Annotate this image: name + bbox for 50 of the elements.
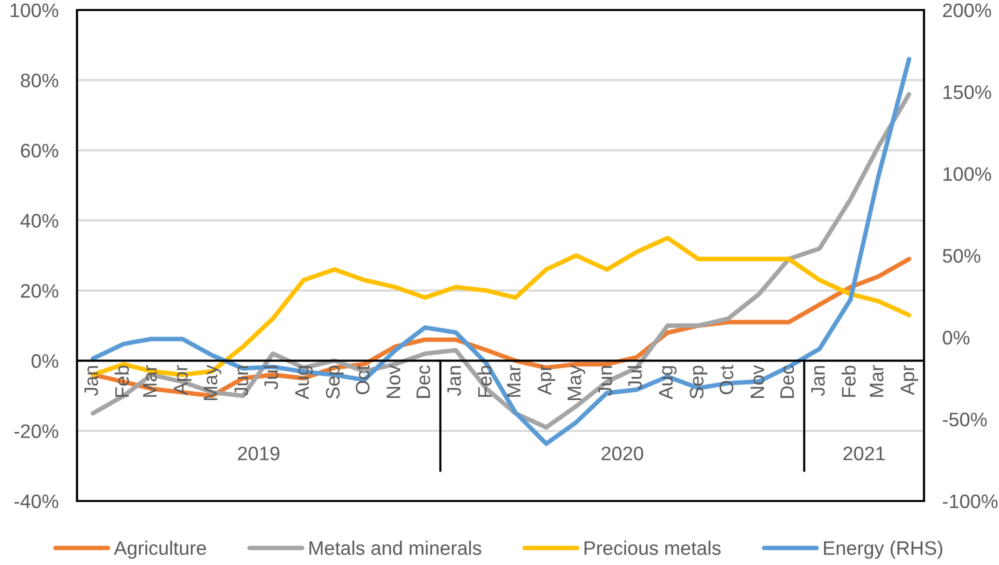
x-tick-label: Jan bbox=[447, 366, 461, 396]
legend-label: Agriculture bbox=[114, 540, 206, 559]
x-tick-label: Apr bbox=[174, 365, 192, 396]
y2-tick-label: 200% bbox=[943, 3, 992, 18]
x-tick-label: Feb bbox=[114, 366, 129, 397]
y-tick-label: -20% bbox=[14, 424, 58, 438]
x-tick-label: Jan bbox=[811, 366, 825, 396]
x-tick-label: Jan bbox=[84, 366, 98, 396]
y-tick-label: 60% bbox=[21, 144, 58, 158]
x-tick-label: Dec bbox=[416, 365, 430, 398]
x-tick-label: Jun bbox=[598, 366, 612, 396]
x-tick-label: Jul bbox=[628, 366, 642, 390]
x-tick-label: Nov bbox=[386, 364, 400, 398]
y-tick-label: 100% bbox=[10, 3, 58, 18]
x-tick-label: Jun bbox=[234, 366, 248, 396]
annotation: 2020 bbox=[602, 446, 644, 460]
y-tick-label: 20% bbox=[21, 284, 58, 298]
x-tick-label: Sep bbox=[326, 366, 344, 399]
annotation: 2021 bbox=[843, 446, 885, 460]
x-tick-label: Nov bbox=[750, 364, 764, 398]
legend-label: Precious metals bbox=[584, 540, 721, 555]
x-tick-label: Jul bbox=[264, 366, 278, 390]
y-tick-label: -40% bbox=[14, 494, 58, 508]
x-tick-label: Mar bbox=[143, 365, 157, 397]
y-tick-label: 80% bbox=[20, 74, 58, 88]
x-tick-label: Feb bbox=[841, 366, 856, 397]
y2-tick-label: 100% bbox=[944, 167, 992, 181]
x-tick-label: Aug bbox=[659, 366, 677, 400]
x-tick-label: Mar bbox=[870, 365, 884, 397]
x-tick-label: Oct bbox=[720, 365, 734, 394]
y2-tick-label: 50% bbox=[942, 248, 980, 263]
y2-tick-label: -100% bbox=[942, 494, 998, 508]
x-tick-label: Feb bbox=[478, 366, 492, 397]
x-tick-label: Dec bbox=[780, 365, 794, 398]
x-tick-label: Sep bbox=[690, 366, 708, 399]
y-tick-label: 0% bbox=[32, 354, 58, 368]
x-tick-label: Mar bbox=[507, 365, 521, 397]
legend-label: Energy (RHS) bbox=[824, 540, 942, 559]
x-tick-label: Aug bbox=[295, 366, 313, 400]
x-tick-label: May bbox=[204, 364, 222, 400]
y2-tick-label: -50% bbox=[942, 412, 987, 426]
y-tick-label: 40% bbox=[20, 214, 58, 228]
x-tick-label: Apr bbox=[900, 365, 918, 396]
x-tick-label: Apr bbox=[538, 365, 556, 396]
y2-tick-label: 0% bbox=[942, 330, 970, 345]
x-tick-label: May bbox=[568, 364, 586, 400]
x-tick-label: Oct bbox=[356, 365, 370, 394]
legend-label: Metals and minerals bbox=[310, 540, 482, 555]
annotation: 2019 bbox=[238, 446, 280, 460]
y2-tick-label: 150% bbox=[944, 85, 992, 100]
